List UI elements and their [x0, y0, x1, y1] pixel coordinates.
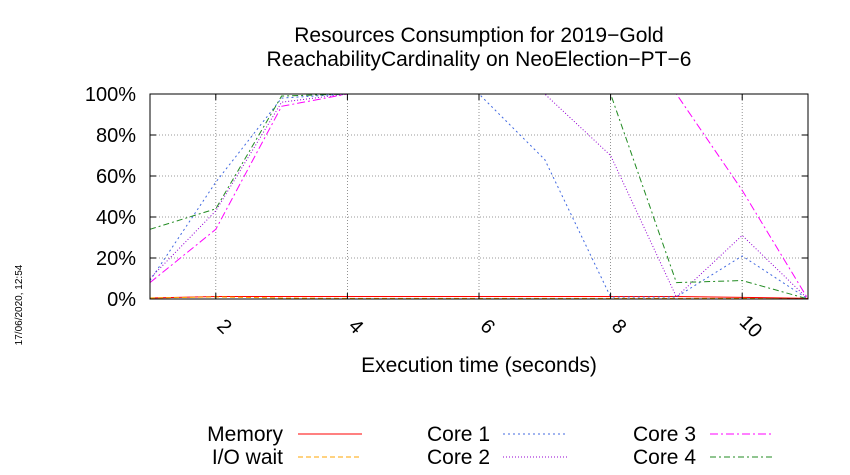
timestamp: 17/06/2020, 12:54 — [14, 264, 25, 345]
y-tick-label: 40% — [96, 207, 136, 229]
x-tick-label: 2 — [212, 315, 235, 338]
grid — [150, 93, 808, 300]
legend-label-core-3: Core 3 — [633, 423, 696, 446]
x-tick-label: 10 — [735, 311, 766, 342]
x-tick-label: 4 — [344, 315, 367, 338]
chart-subtitle: ReachabilityCardinality on NeoElection−P… — [267, 48, 692, 71]
x-tick-label: 8 — [607, 315, 630, 338]
chart-title: Resources Consumption for 2019−Gold — [294, 24, 663, 47]
legend-label-memory: Memory — [207, 423, 283, 446]
legend-label-core-4: Core 4 — [633, 446, 696, 469]
y-tick-label: 60% — [96, 166, 136, 188]
x-axis-label: Execution time (seconds) — [361, 354, 597, 377]
legend-label-core-2: Core 2 — [427, 446, 490, 469]
legend-label-i-o-wait: I/O wait — [212, 446, 283, 469]
x-tick-label: 6 — [476, 315, 499, 338]
ticks: 0% 20% 40% 60% 80% 100% 2 4 6 8 10 — [85, 84, 808, 342]
y-tick-label: 20% — [96, 248, 136, 270]
legend-label-core-1: Core 1 — [427, 423, 490, 446]
y-tick-label: 100% — [85, 84, 136, 106]
y-tick-label: 0% — [107, 289, 136, 311]
y-tick-label: 80% — [96, 125, 136, 147]
